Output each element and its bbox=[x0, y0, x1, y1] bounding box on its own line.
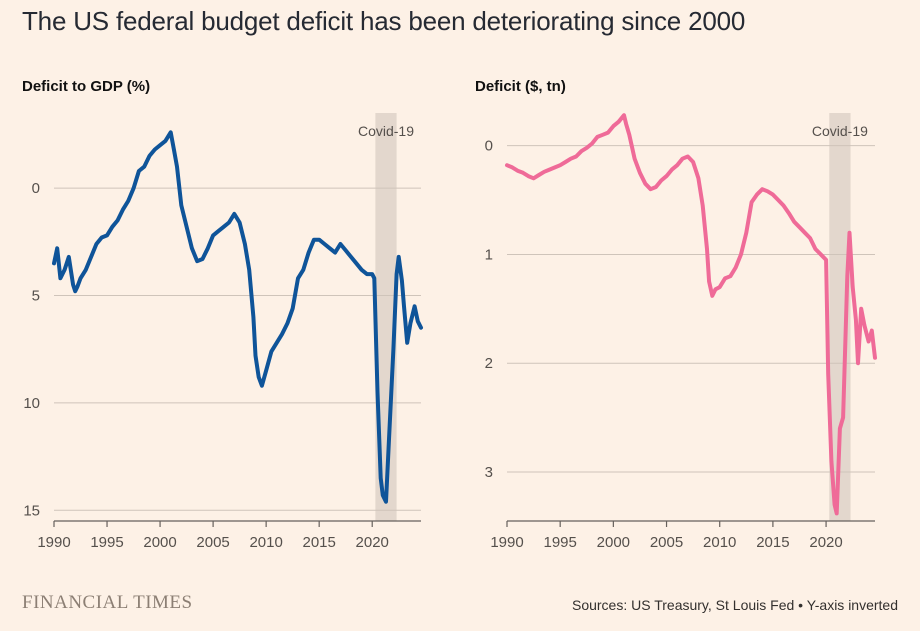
gdp-y-tick-label: 0 bbox=[32, 180, 40, 197]
gdp-x-tick-label: 2010 bbox=[249, 534, 282, 551]
gdp-covid-label: Covid-19 bbox=[358, 123, 414, 139]
usd-covid-label: Covid-19 bbox=[812, 123, 868, 139]
gdp-x-tick-label: 2020 bbox=[356, 534, 389, 551]
usd-series-line bbox=[505, 113, 877, 516]
chart-2-title: Deficit ($, tn) bbox=[475, 78, 566, 95]
gdp-x-tick-label: 1995 bbox=[90, 534, 123, 551]
gdp-y-tick-label: 15 bbox=[23, 502, 40, 519]
gdp-x-tick-label: 1990 bbox=[37, 534, 70, 551]
chart-1-title: Deficit to GDP (%) bbox=[22, 78, 151, 95]
usd-y-tick-label: 1 bbox=[485, 246, 493, 263]
gdp-x-tick-label: 2015 bbox=[302, 534, 335, 551]
usd-y-tick-label: 3 bbox=[485, 464, 493, 481]
page-title: The US federal budget deficit has been d… bbox=[22, 6, 746, 36]
usd-covid-band bbox=[829, 113, 851, 521]
gdp-series-line bbox=[52, 130, 423, 504]
usd-x-tick-label: 2015 bbox=[756, 534, 789, 551]
usd-y-tick-label: 0 bbox=[485, 138, 493, 155]
usd-y-tick-label: 2 bbox=[485, 355, 493, 372]
usd-x-tick-label: 2000 bbox=[597, 534, 630, 551]
usd-x-tick-label: 1990 bbox=[490, 534, 523, 551]
gdp-y-tick-label: 5 bbox=[32, 288, 40, 305]
usd-x-tick-label: 2005 bbox=[650, 534, 683, 551]
ft-brand: FINANCIAL TIMES bbox=[22, 592, 193, 613]
usd-x-tick-label: 1995 bbox=[543, 534, 576, 551]
gdp-x-tick-label: 2000 bbox=[143, 534, 176, 551]
sources-note: Sources: US Treasury, St Louis Fed • Y-a… bbox=[571, 597, 898, 613]
usd-x-tick-label: 2010 bbox=[703, 534, 736, 551]
gdp-y-tick-label: 10 bbox=[23, 395, 40, 412]
gdp-x-tick-label: 2005 bbox=[196, 534, 229, 551]
usd-x-tick-label: 2020 bbox=[809, 534, 842, 551]
